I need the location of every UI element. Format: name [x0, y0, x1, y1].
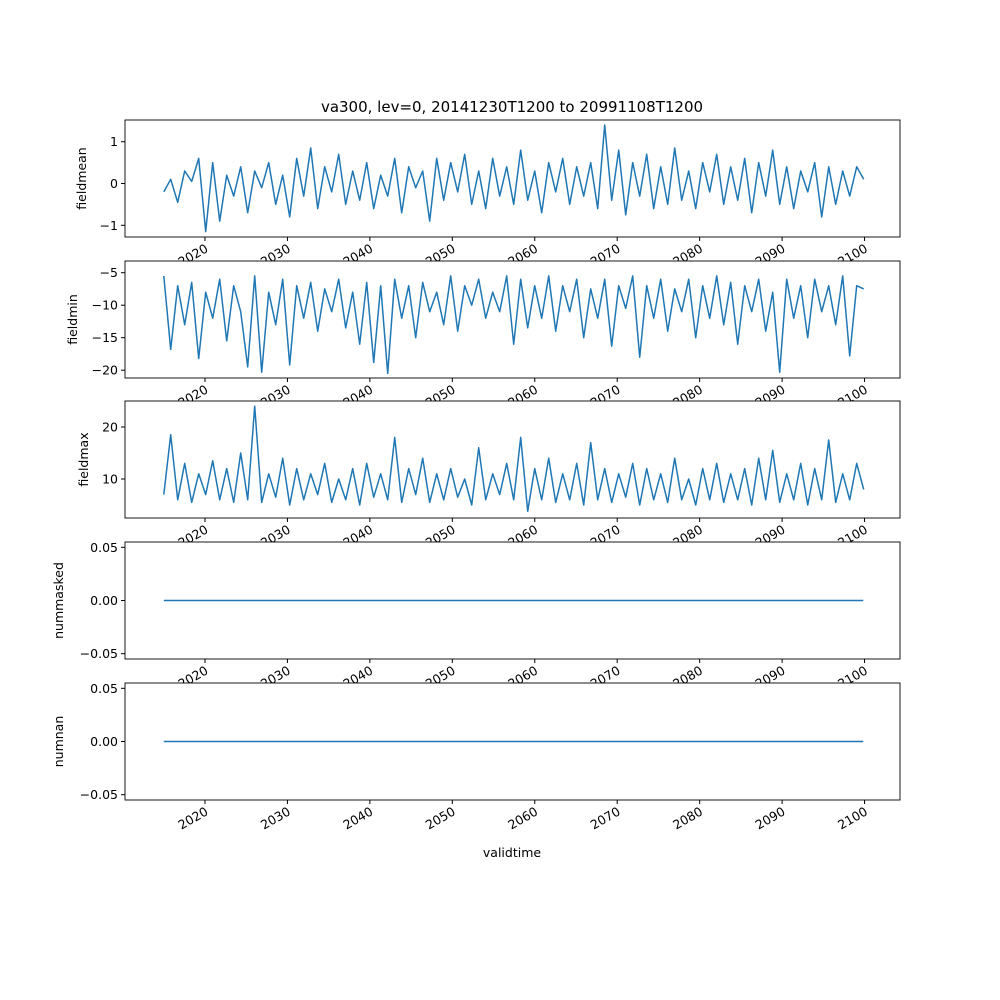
x-tick-label: 2080 — [670, 804, 705, 833]
series-line-fieldmin — [163, 275, 865, 375]
x-tick-label: 2100 — [835, 804, 870, 833]
y-tick-label: 0.05 — [90, 540, 118, 555]
x-tick-label: 2060 — [505, 804, 540, 833]
y-axis-label: nummasked — [51, 562, 66, 639]
y-tick-label: 0.05 — [90, 681, 118, 696]
y-tick-label: 1 — [110, 134, 118, 149]
axes-background — [125, 120, 900, 237]
axes-frame — [124, 260, 901, 379]
y-tick-label: −1 — [100, 218, 118, 233]
series-line-fieldmean — [163, 124, 865, 233]
y-tick-label: 0 — [110, 176, 118, 191]
axes-frame — [124, 400, 901, 519]
y-tick-label: −0.05 — [80, 646, 118, 661]
y-tick-label: −0.05 — [80, 787, 118, 802]
y-axis-label: numnan — [51, 716, 66, 768]
y-axis-label: fieldmin — [65, 294, 80, 345]
y-tick-label: 10 — [102, 472, 118, 487]
series-line-fieldmax — [163, 405, 865, 512]
y-tick-label: −10 — [92, 298, 118, 313]
panel-numnan: −0.05 0.00 0.05 numnan 2020 2030 2040 2050 2060 2… — [51, 681, 901, 833]
y-axis-label: fieldmax — [76, 432, 91, 486]
y-tick-label: 20 — [102, 420, 118, 435]
x-tick-label: 2030 — [258, 804, 293, 833]
y-tick-label: −15 — [92, 330, 118, 345]
x-tick-label: 2050 — [423, 804, 458, 833]
x-tick-label: 2090 — [753, 804, 788, 833]
y-tick-label: −5 — [100, 265, 118, 280]
y-axis-label: fieldmean — [74, 147, 89, 209]
x-axis-label: validtime — [483, 845, 541, 860]
y-tick-label: −20 — [92, 363, 118, 378]
chart-title: va300, lev=0, 20141230T1200 to 20991108T… — [321, 98, 703, 116]
x-tick-label: 2070 — [588, 804, 623, 833]
y-tick-label: 0.00 — [90, 593, 118, 608]
y-tick-label: 0.00 — [90, 734, 118, 749]
x-tick-label: 2020 — [175, 804, 210, 833]
axes-frame — [124, 119, 901, 238]
x-tick-label: 2040 — [340, 804, 375, 833]
